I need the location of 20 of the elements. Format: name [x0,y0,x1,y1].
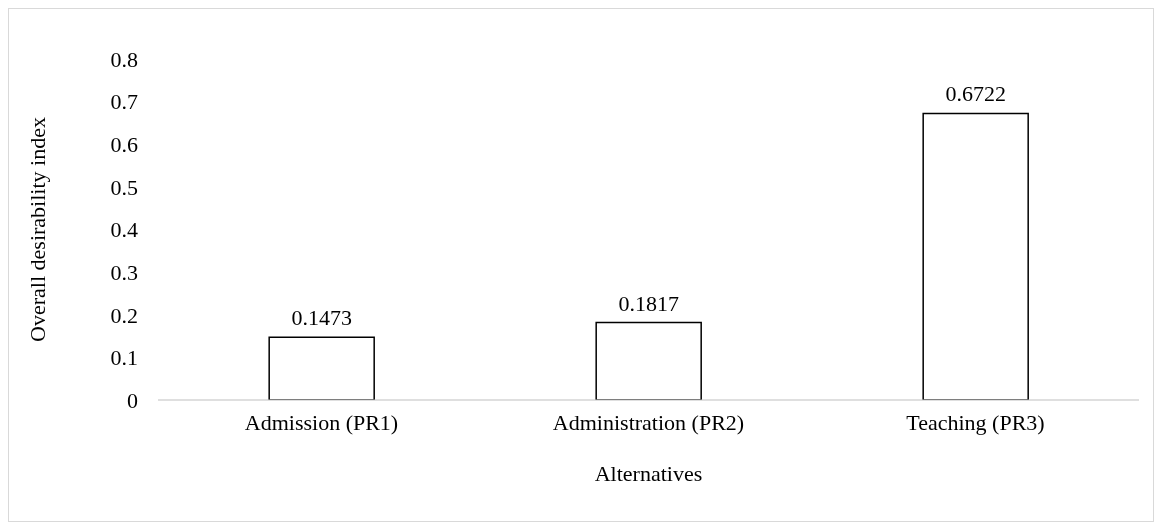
y-tick-label: 0.1 [110,345,138,371]
y-axis-title: Overall desirability index [24,117,50,342]
y-tick-label: 0.4 [110,217,138,243]
data-label: 0.1473 [291,305,352,331]
x-axis-title: Alternatives [594,461,703,486]
y-tick-label: 0 [127,387,138,413]
x-tick-label: Administration (PR2) [552,409,745,435]
y-tick-label: 0.8 [110,46,138,72]
bar [595,321,702,400]
bar [922,112,1029,400]
y-tick-label: 0.3 [110,259,138,285]
y-tick-label: 0.2 [110,302,138,328]
x-tick-label: Admission (PR1) [244,409,399,435]
data-label: 0.6722 [945,81,1006,107]
x-tick-label: Teaching (PR3) [906,409,1045,435]
y-tick-label: 0.7 [110,89,138,115]
y-tick-label: 0.5 [110,174,138,200]
data-label: 0.1817 [618,290,679,316]
y-tick-label: 0.6 [110,132,138,158]
bar [268,336,375,400]
